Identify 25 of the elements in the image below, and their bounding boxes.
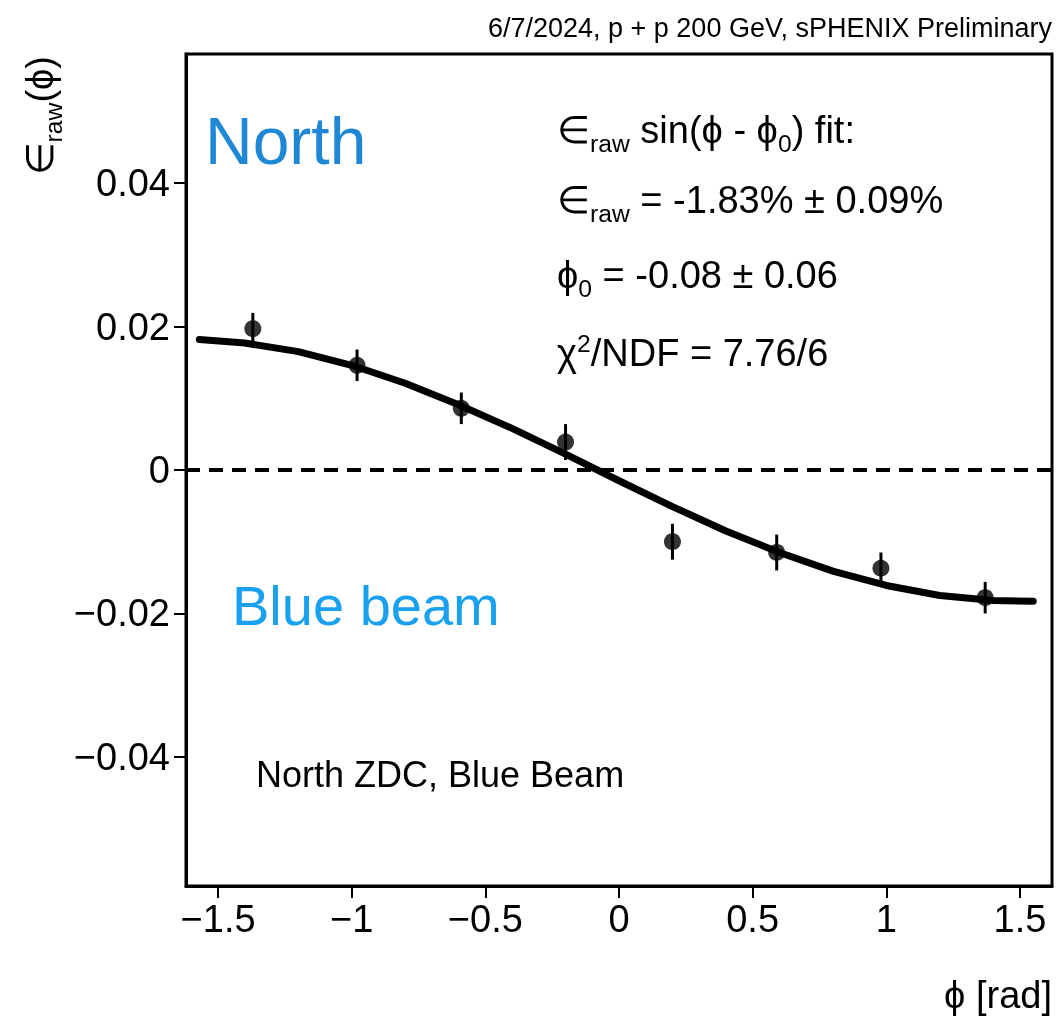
- y-tick-label: 0: [148, 449, 170, 491]
- point: [557, 433, 575, 451]
- y-tick-label: −0.02: [73, 592, 170, 635]
- x-axis-title: ϕ [rad]: [944, 974, 1052, 1017]
- x-tick-label: 1: [875, 898, 897, 940]
- x-tick-label: −1: [330, 898, 374, 940]
- point: [872, 559, 890, 577]
- annotation: North ZDC, Blue Beam: [256, 754, 625, 795]
- annotation: χ$^{2}$/NDF = 7.76/6: [557, 330, 829, 375]
- y-tick-label: −0.04: [73, 735, 170, 778]
- x-tick-label: −0.5: [447, 898, 523, 940]
- annotation: North: [205, 104, 367, 178]
- x-tick-label: 0: [608, 898, 630, 940]
- annotation: Blue beam: [232, 574, 500, 637]
- x-tick-label: 0.5: [726, 898, 780, 940]
- y-tick-label: 0.02: [96, 305, 170, 348]
- chart-title: 6/7/2024, p + p 200 GeV, sPHENIX Preliminary: [487, 13, 1052, 44]
- annotation: ∈$_{raw}$ = -1.83% ± 0.09%: [557, 179, 944, 227]
- x-tick-label: 1.5: [993, 898, 1047, 940]
- point: [244, 320, 262, 338]
- x-tick-label: −1.5: [180, 898, 256, 940]
- annotation: ϕ$_{0}$ = -0.08 ± 0.06: [557, 254, 838, 302]
- y-tick-label: 0.04: [96, 162, 170, 205]
- point: [663, 533, 681, 551]
- annotation: ∈$_{raw}$ sin(ϕ - ϕ$_{0}$) fit:: [557, 109, 855, 157]
